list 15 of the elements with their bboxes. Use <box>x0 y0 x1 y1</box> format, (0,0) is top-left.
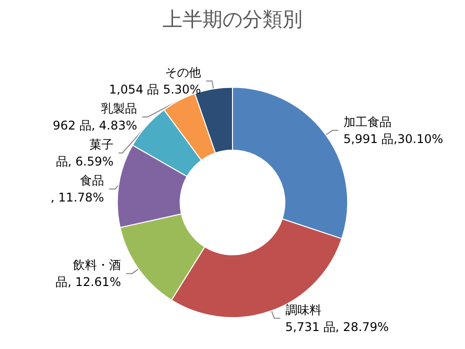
data-label: 5,731 品, 28.79% <box>285 320 389 334</box>
data-label: 5,991 品,30.10% <box>343 132 444 146</box>
slice-label: 飲料・酒 <box>72 258 121 272</box>
slice-label: 加工食品 <box>343 114 392 129</box>
data-label: 962 品, 4.83% <box>52 118 138 132</box>
slice-label: 乳製品 <box>101 101 138 116</box>
slice-label: 食品 <box>80 173 104 188</box>
data-label: 1,054 品 5.30% <box>108 82 202 96</box>
slice-label: 菓子 <box>90 137 114 152</box>
slice-label: その他 <box>165 65 202 80</box>
data-label: 品, 12.61% <box>56 275 121 290</box>
chart-title: 上半期の分類別 <box>162 7 302 31</box>
data-label: 品, 6.59% <box>56 154 114 168</box>
data-label: , 11.78% <box>50 190 104 204</box>
slice-label: 調味料 <box>285 302 322 317</box>
